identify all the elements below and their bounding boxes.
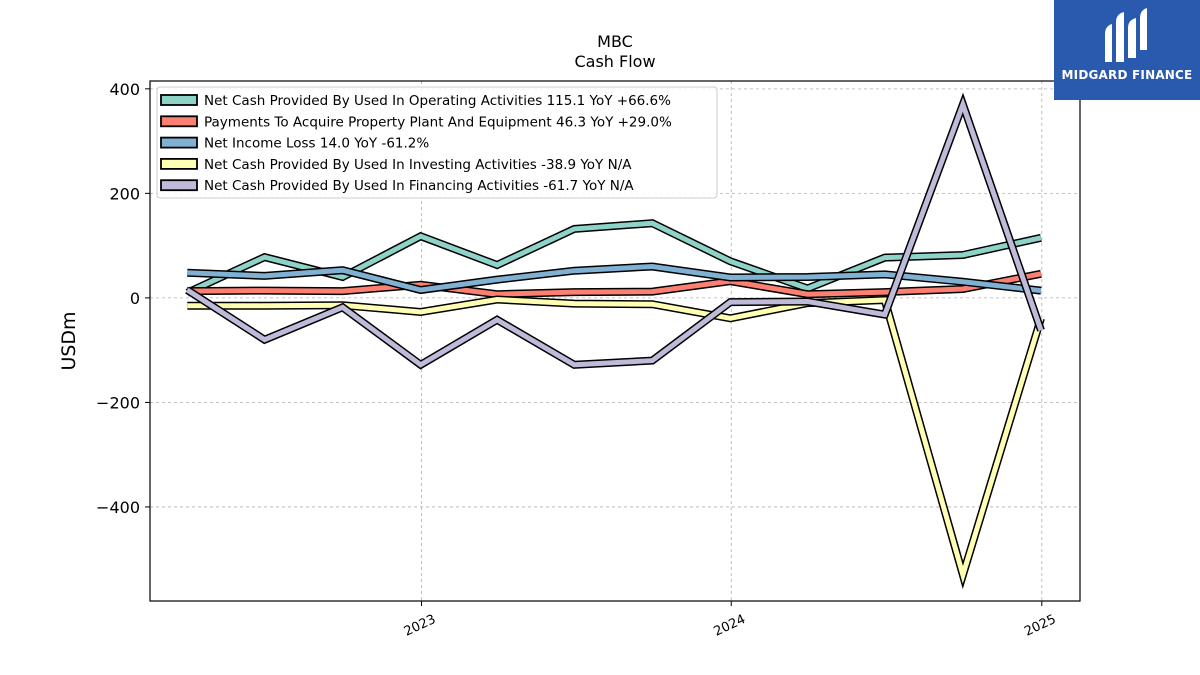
logo-text: MIDGARD FINANCE [1061,68,1193,82]
series-lines [185,92,1045,590]
legend-entry: Net Cash Provided By Used In Financing A… [204,178,634,194]
legend-swatch [160,157,198,170]
series-line [185,92,1045,370]
chart-subtitle: Cash Flow [574,52,655,71]
legend-entry: Net Income Loss 14.0 YoY -61.2% [204,136,429,152]
x-tick-label: 2024 [712,612,748,640]
legend-swatch [160,179,198,192]
series-line-stroke [185,97,1044,368]
y-axis-label: USDm [58,311,80,370]
logo-mark-icon [1105,8,1147,62]
legend-swatch [160,136,198,149]
chart-title: MBC [597,32,633,51]
y-tick-label: −200 [96,393,140,412]
legend-box [156,86,718,199]
x-tick-label: 2023 [402,612,438,640]
series-line [187,269,1042,299]
y-tick-label: −400 [96,498,140,517]
midgard-finance-logo: MIDGARD FINANCE [1054,0,1200,100]
legend-entry: Net Cash Provided By Used In Operating A… [204,93,671,109]
legend-entry: Net Cash Provided By Used In Investing A… [204,157,632,173]
plot-area-frame [149,80,1081,602]
legend-entry: Payments To Acquire Property Plant And E… [204,114,672,130]
legend: Net Cash Provided By Used In Operating A… [156,86,718,199]
y-tick-label: 0 [130,289,140,308]
x-tick-label: 2025 [1022,612,1058,640]
series-line-stroke [187,296,1044,584]
series-line [187,295,1045,590]
legend-swatch [160,94,198,106]
y-tick-label: 200 [109,184,140,203]
legend-swatch [160,115,198,128]
y-tick-label: 400 [109,80,140,99]
series-line-stroke [187,271,1042,297]
series-line-outline [187,295,1045,590]
